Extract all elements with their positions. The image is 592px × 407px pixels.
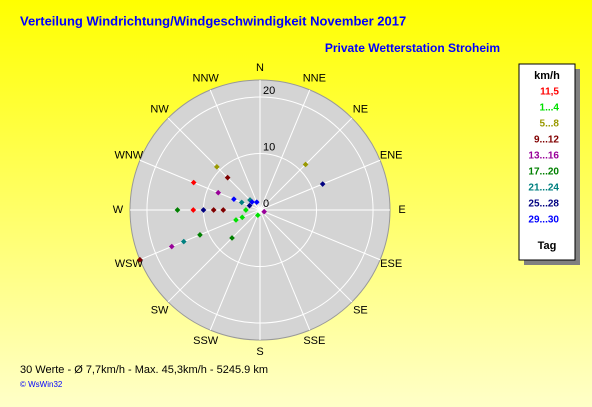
legend-entry: 21...24 (528, 183, 559, 194)
spoke (259, 209, 381, 261)
data-point (168, 243, 175, 250)
footer: 30 Werte - Ø 7,7km/h - Max. 45,3km/h - 5… (20, 364, 268, 376)
legend-title: km/h (534, 70, 560, 82)
data-point (190, 207, 197, 213)
spoke (209, 209, 261, 331)
direction-label: ESE (380, 258, 402, 270)
data-point (261, 208, 268, 215)
spoke (167, 209, 261, 303)
data-point (214, 164, 220, 170)
direction-label: SSE (303, 335, 325, 347)
data-point (233, 217, 239, 223)
direction-label: N (256, 62, 264, 74)
data-point (200, 207, 207, 213)
data-point (255, 212, 261, 219)
spoke (259, 159, 381, 211)
direction-label: W (113, 204, 124, 216)
direction-label: WSW (115, 258, 144, 270)
legend-entry: 25...28 (528, 199, 559, 210)
direction-label: NNW (193, 73, 220, 85)
data-point (210, 207, 217, 213)
data-point (137, 256, 143, 263)
legend-entry: 11,5 (540, 87, 559, 98)
spoke (259, 209, 311, 331)
data-point (239, 214, 246, 221)
direction-label: SSW (193, 335, 219, 347)
legend-footer: Tag (538, 240, 557, 252)
legend-entry: 17...20 (528, 167, 559, 178)
data-point (180, 238, 187, 245)
r-tick-label: 20 (263, 85, 275, 97)
data-point (190, 179, 197, 186)
data-point (224, 174, 231, 181)
data-point (174, 207, 181, 213)
legend-entry: 13...16 (528, 151, 559, 162)
data-point (246, 202, 253, 209)
direction-label: NW (150, 103, 169, 115)
data-point (215, 189, 222, 196)
direction-label: NNE (303, 73, 326, 85)
legend-box (518, 63, 576, 261)
spoke (259, 89, 311, 211)
r-tick-label: 0 (263, 198, 269, 210)
spoke (259, 209, 353, 303)
grid-circle (146, 96, 374, 324)
chart-title: Verteilung Windrichtung/Windgeschwindigk… (20, 13, 406, 28)
legend-entry: 1...4 (540, 103, 560, 114)
legend-entry: 5...8 (540, 119, 560, 130)
data-point (238, 199, 245, 206)
copyright: © WsWin32 (20, 380, 63, 389)
legend-entry: 9...12 (534, 135, 559, 146)
data-point (197, 232, 203, 238)
legend-entry: 29...30 (528, 215, 559, 226)
data-point (319, 181, 326, 187)
spoke (167, 117, 261, 211)
data-point (302, 161, 309, 168)
direction-label: SW (151, 304, 169, 316)
data-point (229, 235, 235, 241)
data-point (220, 207, 227, 213)
data-point (231, 196, 237, 203)
spoke (209, 89, 261, 211)
data-point (249, 199, 255, 205)
direction-label: ENE (380, 150, 403, 162)
r-tick-label: 10 (263, 141, 275, 153)
chart-subtitle: Private Wetterstation Stroheim (325, 41, 500, 55)
direction-label: E (398, 204, 405, 216)
direction-label: SE (353, 304, 368, 316)
direction-label: NE (353, 103, 368, 115)
data-point (243, 207, 249, 213)
direction-label: S (256, 346, 263, 358)
direction-label: WNW (114, 150, 143, 162)
